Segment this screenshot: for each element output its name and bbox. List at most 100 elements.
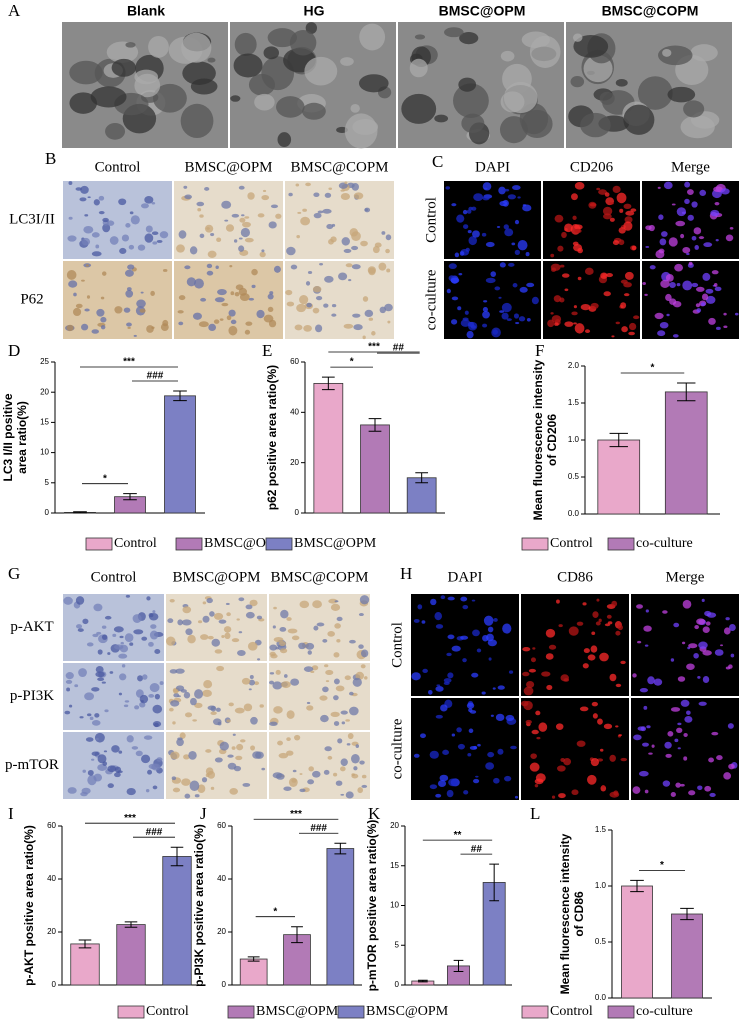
image-texture	[728, 763, 735, 770]
image-texture	[714, 201, 720, 206]
image-texture	[218, 619, 227, 624]
error-bar	[609, 432, 628, 448]
image-texture	[550, 253, 555, 258]
y-tick-label: 40	[290, 407, 299, 416]
image-texture	[573, 34, 609, 58]
image-texture	[124, 269, 134, 277]
panel-label: E	[262, 341, 272, 360]
image-texture	[334, 600, 339, 603]
image-texture	[131, 746, 139, 750]
image-texture	[599, 748, 604, 752]
image-texture	[352, 313, 361, 318]
image-texture	[312, 600, 322, 609]
image-texture	[666, 313, 670, 317]
image-texture	[492, 687, 496, 690]
image-texture	[515, 321, 520, 325]
micrograph	[642, 181, 739, 259]
image-texture	[563, 678, 570, 682]
image-texture	[247, 192, 255, 200]
image-texture	[238, 245, 245, 252]
panel-label: H	[400, 564, 412, 583]
image-texture	[580, 112, 611, 138]
image-texture	[646, 725, 651, 729]
legend-swatch	[337, 1005, 365, 1019]
image-texture	[152, 610, 156, 614]
image-texture	[467, 753, 472, 757]
image-texture	[368, 267, 376, 276]
image-texture	[504, 775, 512, 782]
image-texture	[268, 221, 277, 229]
significance-label: ###	[310, 823, 327, 834]
image-texture	[353, 324, 363, 331]
significance-label: ***	[368, 342, 380, 353]
image-texture	[473, 193, 484, 201]
image-texture	[360, 664, 366, 669]
image-texture	[334, 623, 341, 629]
significance-label: *	[660, 860, 664, 871]
image-texture	[286, 301, 295, 307]
image-texture	[728, 623, 736, 632]
legend-label: BMSC@OPM	[366, 1004, 449, 1019]
image-texture	[269, 291, 274, 295]
image-texture	[550, 312, 554, 315]
image-texture	[472, 629, 480, 637]
image-texture	[126, 322, 132, 327]
image-texture	[147, 769, 153, 775]
image-texture	[507, 194, 517, 200]
image-texture	[210, 711, 217, 715]
significance-label: *	[103, 473, 107, 484]
micrograph	[269, 594, 370, 661]
image-background	[411, 594, 519, 696]
image-texture	[97, 677, 105, 682]
image-texture	[588, 201, 597, 209]
image-texture	[331, 313, 337, 317]
image-texture	[169, 707, 174, 712]
image-texture	[80, 185, 89, 194]
image-texture	[725, 234, 734, 242]
image-texture	[463, 790, 469, 795]
image-texture	[190, 697, 197, 706]
image-texture	[697, 785, 703, 791]
image-texture	[259, 251, 266, 258]
image-texture	[328, 238, 334, 245]
image-texture	[583, 648, 590, 654]
image-texture	[620, 302, 627, 309]
image-texture	[112, 633, 117, 637]
image-texture	[68, 280, 78, 288]
image-texture	[204, 224, 214, 233]
image-texture	[464, 310, 469, 315]
error-bar	[291, 926, 303, 944]
image-texture	[615, 725, 619, 728]
image-texture	[713, 186, 723, 193]
image-texture	[170, 751, 180, 760]
image-texture	[324, 275, 334, 283]
image-texture	[272, 625, 276, 629]
image-texture	[347, 732, 354, 740]
image-texture	[172, 787, 181, 793]
image-texture	[711, 731, 719, 736]
error-bar	[170, 846, 184, 867]
panel-label: I	[8, 804, 14, 823]
image-texture	[597, 718, 603, 725]
image-texture	[456, 727, 462, 733]
image-texture	[675, 220, 686, 227]
image-texture	[283, 786, 292, 791]
bar	[597, 439, 641, 515]
image-texture	[675, 782, 681, 788]
image-texture	[217, 288, 227, 296]
legend-swatch	[607, 1005, 635, 1019]
image-texture	[508, 670, 514, 674]
legend-swatch	[85, 537, 113, 551]
image-texture	[364, 207, 371, 213]
image-texture	[560, 264, 565, 268]
image-texture	[664, 741, 672, 749]
significance-label: ###	[146, 827, 163, 838]
image-texture	[290, 678, 300, 686]
y-axis-label: area ratio(%)	[15, 401, 29, 474]
image-texture	[465, 247, 470, 252]
image-texture	[684, 198, 690, 205]
image-texture	[83, 225, 94, 234]
image-texture	[66, 270, 77, 280]
image-texture	[101, 634, 108, 640]
image-texture	[312, 307, 320, 314]
